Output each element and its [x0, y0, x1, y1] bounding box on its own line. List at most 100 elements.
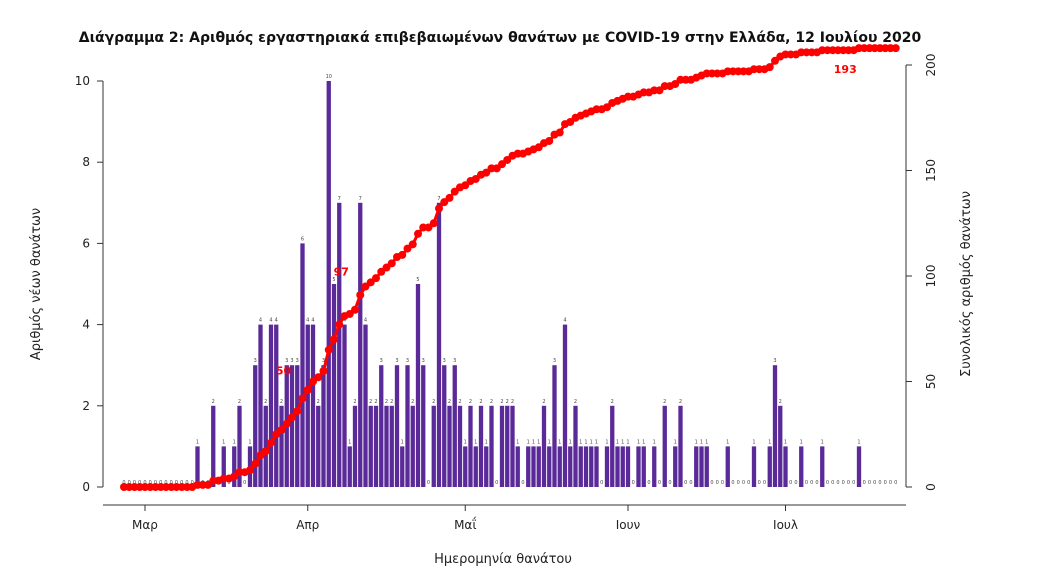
bar-value-label: 0	[789, 480, 792, 486]
bar-value-label: 0	[495, 480, 498, 486]
bar	[489, 405, 494, 487]
annotations-group: 50 97 193	[276, 63, 857, 378]
bar-value-label: 0	[721, 480, 724, 486]
bar-value-label: 0	[831, 480, 834, 486]
bar	[274, 324, 279, 487]
bar-value-label: 2	[611, 399, 614, 405]
bar-value-label: 1	[233, 439, 236, 445]
bar-value-label: 0	[873, 480, 876, 486]
bar-value-label: 1	[637, 439, 640, 445]
bar-value-label: 3	[254, 358, 257, 364]
y-tick-label: 10	[75, 74, 90, 88]
bar	[673, 446, 678, 487]
bar-value-label: 0	[868, 480, 871, 486]
bar	[211, 405, 216, 487]
bar-value-label: 4	[343, 318, 346, 324]
bar	[583, 446, 589, 487]
bar	[610, 405, 615, 487]
bar	[856, 446, 862, 487]
bar	[400, 446, 405, 487]
bar-value-label: 1	[621, 439, 624, 445]
bar-value-label: 0	[600, 480, 603, 486]
bar	[347, 446, 352, 487]
bar	[358, 202, 363, 488]
bar-value-label: 0	[894, 480, 897, 486]
bar	[421, 365, 426, 487]
cumulative-annotation: 97	[334, 265, 349, 278]
cumulative-point	[429, 219, 438, 228]
bar-value-label: 2	[353, 399, 356, 405]
bar	[536, 446, 541, 487]
bar-value-label: 1	[784, 439, 787, 445]
bar	[268, 324, 274, 487]
bar-value-label: 1	[569, 439, 572, 445]
bar-value-label: 1	[348, 439, 351, 445]
bar-value-label: 1	[653, 439, 656, 445]
bar-value-label: 2	[374, 399, 377, 405]
cumulative-point	[330, 335, 338, 344]
bar-value-label: 1	[616, 439, 619, 445]
bar	[331, 284, 337, 487]
cumulative-point	[356, 290, 365, 299]
bar	[253, 365, 258, 487]
bar	[379, 365, 384, 487]
bar-value-label: 2	[264, 399, 267, 405]
bar	[578, 446, 583, 487]
bar	[352, 405, 358, 487]
bar	[410, 405, 415, 487]
bar	[526, 446, 531, 487]
bar-value-label: 0	[632, 480, 635, 486]
cumulative-point	[277, 426, 286, 435]
cumulative-point	[324, 345, 333, 354]
x-tick-label: Απρ	[296, 518, 319, 532]
bar-value-label: 1	[768, 439, 771, 445]
bar-value-label: 4	[275, 318, 278, 324]
y-tick-label: 4	[82, 318, 90, 332]
bar-value-label: 0	[742, 480, 745, 486]
bar	[568, 446, 573, 487]
bar	[694, 446, 699, 487]
bar-value-label: 2	[469, 399, 472, 405]
bar	[326, 81, 331, 487]
bar	[799, 446, 804, 487]
y-tick-label: 6	[82, 236, 90, 250]
cumulative-point	[435, 204, 443, 213]
bar-value-label: 1	[537, 439, 540, 445]
cumulative-point	[298, 394, 307, 403]
cumulative-annotation: 50	[276, 365, 292, 378]
x-tick-label: Μαρ	[132, 518, 158, 532]
bar-value-label: 2	[369, 399, 372, 405]
bar	[678, 405, 683, 487]
bars-group	[195, 81, 862, 488]
bar	[478, 405, 484, 487]
bar-value-label: 2	[663, 399, 666, 405]
bar	[767, 446, 772, 487]
bar	[337, 202, 342, 488]
cumulative-point	[387, 259, 396, 268]
x-ticks: Μαρ Απρ Μαΐ Ιουν Ιουλ	[132, 505, 798, 532]
bar	[594, 446, 599, 487]
bar	[436, 202, 442, 488]
bar-value-label: 1	[516, 439, 519, 445]
bar-value-label: 3	[290, 358, 293, 364]
bar-value-label: 1	[705, 439, 708, 445]
bar	[415, 284, 421, 487]
bar-value-label: 1	[857, 439, 860, 445]
bar	[589, 446, 594, 487]
cumulative-point	[319, 366, 328, 375]
bar-value-label: 7	[437, 196, 440, 202]
bar-value-label: 2	[390, 399, 393, 405]
y-tick-label: 2	[82, 399, 90, 413]
bar-value-label: 0	[227, 480, 230, 486]
bar	[431, 405, 436, 487]
bar	[473, 446, 478, 487]
x-tick-label: Ιουν	[616, 518, 641, 532]
bar-value-label: 0	[710, 480, 713, 486]
bar-value-label: 1	[626, 439, 629, 445]
bar-value-label: 0	[826, 480, 829, 486]
cumulative-point	[251, 459, 260, 468]
bar-value-label: 1	[527, 439, 530, 445]
cumulative-point	[408, 240, 417, 249]
bar-value-label: 1	[700, 439, 703, 445]
bar-value-label: 7	[359, 196, 362, 202]
